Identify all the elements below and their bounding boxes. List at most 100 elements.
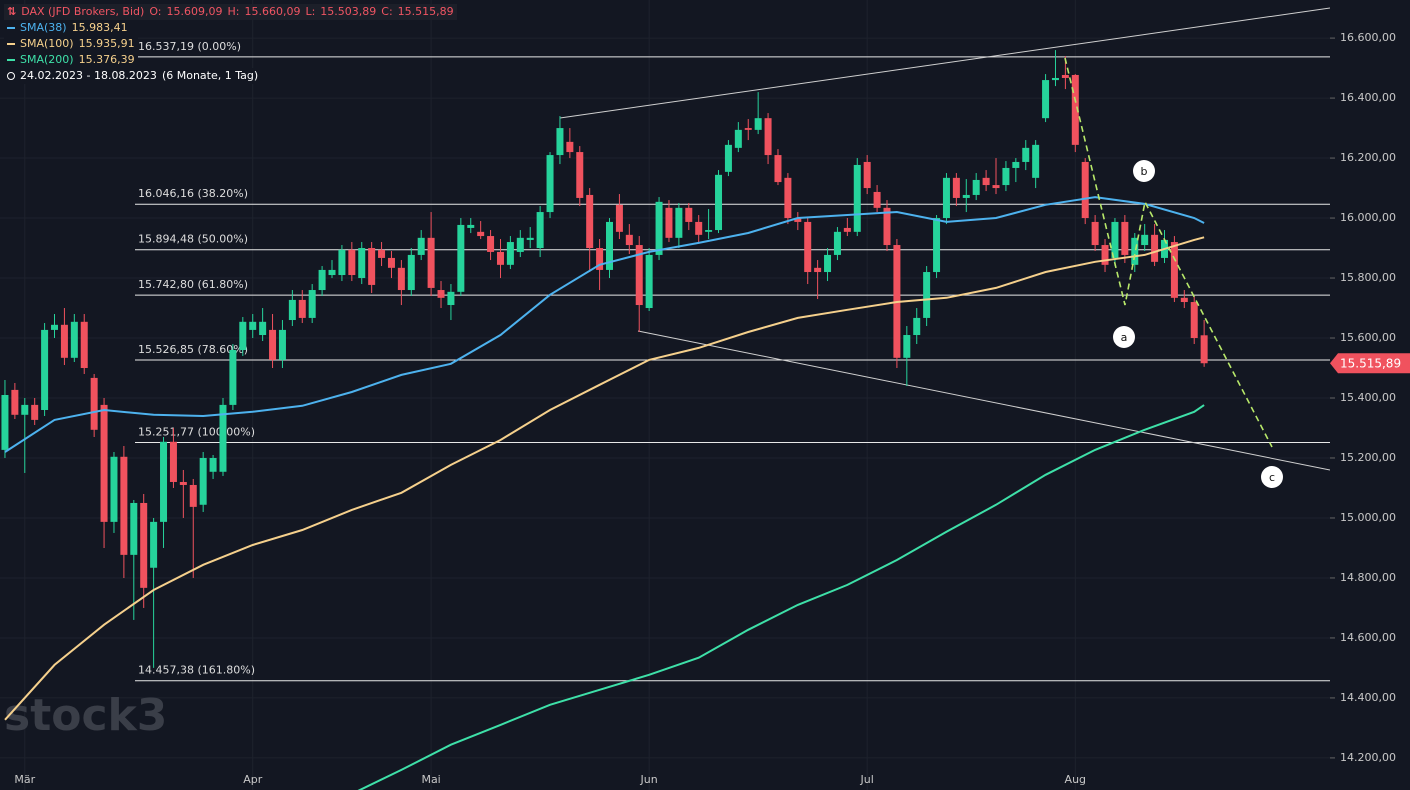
fib-label: 15.251,77 (100.00%) xyxy=(138,425,255,438)
y-tick-label: 15.000,00 xyxy=(1340,511,1396,524)
candle-body xyxy=(378,249,386,258)
candle-body xyxy=(169,441,177,482)
candle-body xyxy=(1190,302,1198,339)
candle-body xyxy=(715,174,723,231)
candle-body xyxy=(952,177,960,198)
candle-body xyxy=(903,335,911,358)
candle-body xyxy=(70,321,78,358)
candle-body xyxy=(972,179,980,195)
y-tick-label: 14.800,00 xyxy=(1340,571,1396,584)
candle-body xyxy=(873,191,881,208)
candle-body xyxy=(625,234,633,246)
range-note: (6 Monate, 1 Tag) xyxy=(161,69,259,82)
legend-row: ⇅ DAX (JFD Brokers, Bid) O: 15.609,09 H:… xyxy=(4,4,457,20)
legend-name: SMA(38) xyxy=(20,21,67,34)
candle-body xyxy=(1131,237,1139,265)
candle-body xyxy=(576,152,584,198)
candle-body xyxy=(298,299,306,318)
wave-label: a xyxy=(1121,331,1128,344)
wave-badge xyxy=(1261,466,1283,488)
date-range: 24.02.2023 - 18.08.2023 xyxy=(20,69,157,82)
price-tag-shape xyxy=(1330,353,1410,374)
legend-name: SMA(200) xyxy=(20,53,74,66)
candle-body xyxy=(1091,221,1099,246)
candle-body xyxy=(764,118,772,156)
candle-body xyxy=(1042,80,1050,119)
candle-body xyxy=(447,291,455,306)
legend-value: 15.376,39 xyxy=(78,53,135,66)
candle-body xyxy=(942,177,950,219)
fib-label: 15.742,80 (61.80%) xyxy=(138,278,248,291)
candle-body xyxy=(1170,242,1178,298)
drawings xyxy=(559,7,1330,471)
y-tick-label: 14.600,00 xyxy=(1340,631,1396,644)
candle-body xyxy=(437,290,445,298)
candle-body xyxy=(833,231,841,255)
candle-body xyxy=(308,290,316,318)
candle-body xyxy=(923,272,931,318)
sma-line xyxy=(4,196,1205,453)
candle-body xyxy=(556,128,564,156)
candle-body xyxy=(754,118,762,130)
candle-body xyxy=(724,144,732,172)
candle-body xyxy=(1051,77,1059,81)
candle-body xyxy=(615,204,623,232)
candle-body xyxy=(546,155,554,213)
candle-body xyxy=(982,177,990,186)
candle-body xyxy=(1180,297,1188,303)
candle-body xyxy=(843,227,851,232)
candle-body xyxy=(506,242,514,265)
fib-label: 15.526,85 (78.60%) xyxy=(138,343,248,356)
candle-body xyxy=(883,207,891,246)
candle-body xyxy=(1081,161,1089,219)
candle-body xyxy=(120,456,128,555)
legend-value: 15.983,41 xyxy=(71,21,128,34)
wave-badge xyxy=(1113,326,1135,348)
price-tag: 15.515,89 xyxy=(1330,353,1410,374)
candle-body xyxy=(814,267,822,273)
legend-row: SMA(38) 15.983,41 xyxy=(4,20,131,36)
candle-body xyxy=(645,254,653,309)
sma-line xyxy=(357,404,1205,790)
symbol-title: DAX (JFD Brokers, Bid) xyxy=(21,5,145,18)
ohlc-name: L: xyxy=(305,5,316,18)
fib-label: 14.457,38 (161.80%) xyxy=(138,664,255,677)
ohlc-value: 15.515,89 xyxy=(397,5,454,18)
candle-body xyxy=(179,481,187,485)
sma-line xyxy=(4,236,1205,721)
y-tick-label: 15.600,00 xyxy=(1340,331,1396,344)
candle-body xyxy=(734,129,742,148)
candle-body xyxy=(794,218,802,222)
y-tick-label: 15.400,00 xyxy=(1340,391,1396,404)
legend-swatch xyxy=(7,43,15,45)
candle-body xyxy=(695,221,703,235)
trend-line xyxy=(559,7,1330,119)
candle-body xyxy=(853,164,861,232)
candle-body xyxy=(824,254,832,273)
wave-badge xyxy=(1133,160,1155,182)
legend-row: 24.02.2023 - 18.08.2023 (6 Monate, 1 Tag… xyxy=(4,68,262,84)
x-tick-label: Aug xyxy=(1065,773,1086,786)
y-tick-label: 15.200,00 xyxy=(1340,451,1396,464)
candle-body xyxy=(199,457,207,505)
candle-body xyxy=(1071,74,1079,145)
candle-body xyxy=(487,236,495,252)
candle-body xyxy=(358,248,366,279)
candle-body xyxy=(11,389,19,415)
y-tick-label: 15.800,00 xyxy=(1340,271,1396,284)
candle-body xyxy=(397,267,405,291)
candle-body xyxy=(41,329,49,410)
candle-body xyxy=(328,269,336,276)
candle-body xyxy=(675,207,683,238)
candle-body xyxy=(140,502,148,588)
candle-body xyxy=(160,441,168,522)
candle-body xyxy=(348,249,356,276)
y-axis: 14.200,00 14.400,00 14.600,00 14.800,00 15.0… xyxy=(14,0,1410,790)
y-tick-label: 14.200,00 xyxy=(1340,751,1396,764)
trend-line xyxy=(637,330,1330,471)
candle-body xyxy=(1200,335,1208,364)
candle-body xyxy=(209,457,217,472)
ohlc-name: C: xyxy=(381,5,393,18)
candle-body xyxy=(744,128,752,130)
fibonacci-levels: 16.537,19 (0.00%) 16.046,16 (38.20%) 15.89… xyxy=(135,40,1330,682)
